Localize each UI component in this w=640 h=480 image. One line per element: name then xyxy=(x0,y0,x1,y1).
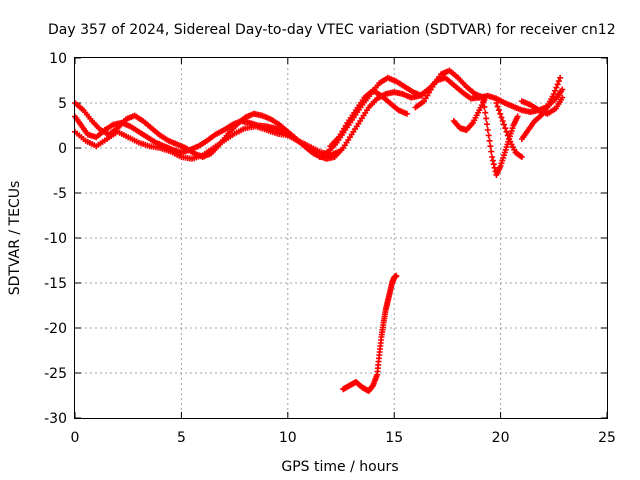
data-point xyxy=(518,154,525,160)
data-point xyxy=(550,91,557,97)
data-point xyxy=(418,92,425,99)
data-point xyxy=(493,100,500,106)
plot-frame xyxy=(74,57,608,419)
data-point xyxy=(555,78,562,85)
data-point xyxy=(502,125,509,132)
data-point xyxy=(514,113,521,120)
y-tick-label: 0 xyxy=(58,141,67,157)
x-tick-label: 25 xyxy=(598,430,616,446)
data-point xyxy=(491,164,498,171)
data-point xyxy=(495,107,502,114)
data-point xyxy=(499,118,506,124)
y-tick-label: 10 xyxy=(49,51,67,67)
data-point xyxy=(488,148,495,155)
data-point xyxy=(554,81,561,88)
x-tick-label: 5 xyxy=(177,430,186,446)
y-tick-label: -25 xyxy=(44,366,67,382)
data-point xyxy=(484,127,491,133)
data-point xyxy=(494,103,501,110)
chart-title: Day 357 of 2024, Sidereal Day-to-day VTE… xyxy=(48,22,616,38)
data-point xyxy=(480,98,487,105)
y-tick-label: -15 xyxy=(44,276,67,292)
data-points xyxy=(72,67,566,394)
data-point xyxy=(557,74,564,81)
y-tick-label: -20 xyxy=(44,321,67,337)
data-point xyxy=(504,132,511,139)
data-point xyxy=(393,272,400,279)
data-point xyxy=(490,161,497,168)
x-tick-label: 10 xyxy=(279,430,297,446)
y-tick-label: 5 xyxy=(58,96,67,112)
data-point xyxy=(501,121,508,128)
y-tick-label: -10 xyxy=(44,231,67,247)
data-point xyxy=(403,110,410,117)
data-point xyxy=(483,121,490,128)
data-point xyxy=(489,157,496,164)
data-point xyxy=(486,137,493,144)
y-axis-label: SDTVAR / TECUs xyxy=(7,181,23,296)
data-point xyxy=(552,87,559,94)
data-point xyxy=(483,115,490,122)
data-point xyxy=(553,84,560,91)
x-tick-label: 20 xyxy=(492,430,510,446)
data-point xyxy=(489,154,496,160)
y-tick-label: -30 xyxy=(44,411,67,427)
data-point xyxy=(503,128,510,135)
data-point xyxy=(498,114,505,121)
data-point xyxy=(327,152,334,159)
data-point xyxy=(559,94,566,101)
data-point xyxy=(487,143,494,150)
data-point xyxy=(559,86,566,93)
y-tick-label: -5 xyxy=(53,186,67,202)
x-tick-label: 0 xyxy=(71,430,80,446)
data-point xyxy=(485,132,492,139)
y-axis-ticks: -30 -25 -20 -15 -10 -5 0 5 10 xyxy=(44,51,607,427)
data-point xyxy=(497,110,504,117)
x-tick-label: 15 xyxy=(385,430,403,446)
data-point xyxy=(481,103,488,110)
data-point xyxy=(482,94,489,101)
data-point xyxy=(482,109,489,116)
x-axis-label: GPS time / hours xyxy=(281,459,398,475)
data-point xyxy=(335,148,342,155)
